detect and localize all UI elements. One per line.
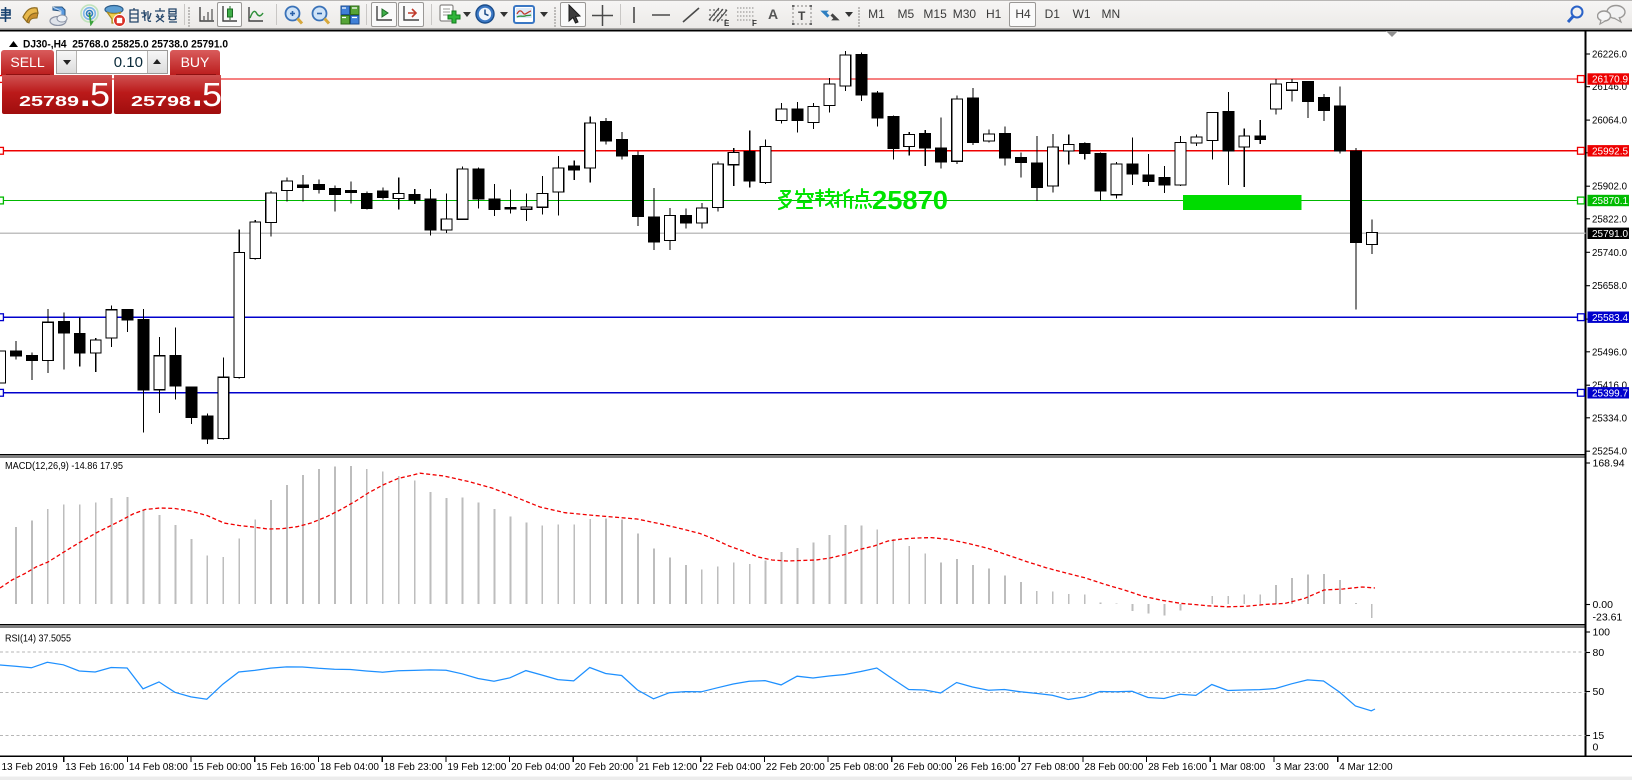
svg-text:20 Feb 04:00: 20 Feb 04:00 xyxy=(511,762,570,773)
svg-text:18 Feb 23:00: 18 Feb 23:00 xyxy=(384,762,443,773)
svg-text:13 Feb 16:00: 13 Feb 16:00 xyxy=(65,762,124,773)
svg-text:5: 5 xyxy=(90,76,110,113)
svg-text:26226.0: 26226.0 xyxy=(1592,50,1627,61)
svg-text:25902.0: 25902.0 xyxy=(1592,182,1627,193)
svg-text:RSI(14) 37.5055: RSI(14) 37.5055 xyxy=(5,634,71,645)
svg-text:0.00: 0.00 xyxy=(1593,599,1614,611)
svg-text:15 Feb 16:00: 15 Feb 16:00 xyxy=(256,762,315,773)
svg-text:-23.61: -23.61 xyxy=(1593,612,1623,624)
svg-text:15: 15 xyxy=(1593,730,1605,742)
svg-text:25416.0: 25416.0 xyxy=(1592,381,1627,392)
svg-text:22 Feb 04:00: 22 Feb 04:00 xyxy=(702,762,761,773)
svg-text:26064.0: 26064.0 xyxy=(1592,116,1627,127)
svg-text:5: 5 xyxy=(202,76,221,113)
svg-text:21 Feb 12:00: 21 Feb 12:00 xyxy=(639,762,698,773)
svg-text:13 Feb 2019: 13 Feb 2019 xyxy=(2,762,59,773)
svg-text:14 Feb 08:00: 14 Feb 08:00 xyxy=(129,762,188,773)
svg-text:28 Feb 00:00: 28 Feb 00:00 xyxy=(1084,762,1143,773)
svg-text:DJ30-,H4 25768.0 25825.0 2573: DJ30-,H4 25768.0 25825.0 25738.0 25791.0 xyxy=(23,39,228,51)
svg-text:3 Mar 23:00: 3 Mar 23:00 xyxy=(1276,762,1330,773)
svg-text:27 Feb 08:00: 27 Feb 08:00 xyxy=(1021,762,1080,773)
svg-text:25334.0: 25334.0 xyxy=(1592,413,1627,424)
svg-text:1 Mar 08:00: 1 Mar 08:00 xyxy=(1212,762,1266,773)
svg-text:25740.0: 25740.0 xyxy=(1592,248,1627,259)
svg-text:25992.5: 25992.5 xyxy=(1592,146,1628,157)
svg-text:25789: 25789 xyxy=(19,93,79,110)
svg-text:28 Feb 16:00: 28 Feb 16:00 xyxy=(1148,762,1207,773)
svg-text:25791.0: 25791.0 xyxy=(1592,229,1628,240)
svg-text:F: F xyxy=(752,19,757,27)
svg-text:26146.0: 26146.0 xyxy=(1592,82,1627,93)
svg-text:50: 50 xyxy=(1593,686,1605,698)
svg-text:26 Feb 00:00: 26 Feb 00:00 xyxy=(893,762,952,773)
svg-text:25496.0: 25496.0 xyxy=(1592,347,1627,358)
svg-text:18 Feb 04:00: 18 Feb 04:00 xyxy=(320,762,379,773)
svg-text:22 Feb 20:00: 22 Feb 20:00 xyxy=(766,762,825,773)
svg-text:15 Feb 00:00: 15 Feb 00:00 xyxy=(193,762,252,773)
svg-text:26 Feb 16:00: 26 Feb 16:00 xyxy=(957,762,1016,773)
svg-text:26170.9: 26170.9 xyxy=(1592,75,1628,86)
svg-text:MACD(12,26,9) -14.86 17.95: MACD(12,26,9) -14.86 17.95 xyxy=(5,461,123,472)
svg-text:0: 0 xyxy=(1593,742,1599,754)
svg-text:20 Feb 20:00: 20 Feb 20:00 xyxy=(575,762,634,773)
svg-text:80: 80 xyxy=(1593,647,1605,659)
svg-text:25399.7: 25399.7 xyxy=(1592,388,1628,399)
svg-text:25254.0: 25254.0 xyxy=(1592,447,1627,458)
svg-text:25870.1: 25870.1 xyxy=(1592,196,1628,207)
svg-text:19 Feb 12:00: 19 Feb 12:00 xyxy=(447,762,506,773)
svg-text:T: T xyxy=(798,9,806,23)
svg-text:25870: 25870 xyxy=(872,185,948,215)
svg-text:E: E xyxy=(724,19,730,27)
svg-text:168.94: 168.94 xyxy=(1593,458,1625,470)
svg-text:25822.0: 25822.0 xyxy=(1592,214,1627,225)
svg-text:25583.4: 25583.4 xyxy=(1592,313,1628,324)
svg-text:25658.0: 25658.0 xyxy=(1592,281,1627,292)
svg-text:25798: 25798 xyxy=(131,93,191,110)
svg-text:4 Mar 12:00: 4 Mar 12:00 xyxy=(1339,762,1393,773)
svg-text:25 Feb 08:00: 25 Feb 08:00 xyxy=(830,762,889,773)
svg-text:100: 100 xyxy=(1593,627,1611,639)
